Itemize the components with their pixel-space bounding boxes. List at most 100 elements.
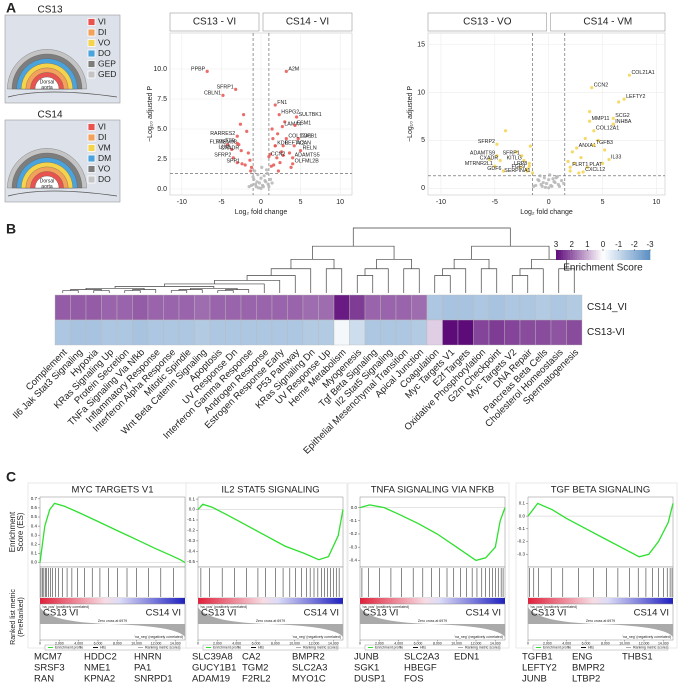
heatmap-cell xyxy=(488,294,505,321)
heatmap-cell xyxy=(302,294,319,321)
data-point xyxy=(611,122,615,126)
heatmap-cell xyxy=(194,294,211,321)
data-point xyxy=(531,184,536,188)
ranked-metric xyxy=(40,607,185,637)
legend-swatch xyxy=(87,175,96,184)
gene-label: RAN xyxy=(34,674,54,685)
colorbar-step xyxy=(591,250,594,260)
point-label: OLFML2B xyxy=(295,159,320,165)
dendrogram-branch xyxy=(364,268,389,293)
data-point xyxy=(541,180,545,185)
data-point xyxy=(281,144,285,148)
data-point xyxy=(276,169,281,173)
heatmap-cell xyxy=(349,294,366,321)
data-point xyxy=(547,178,551,182)
data-point xyxy=(253,169,257,173)
heatmap-cell xyxy=(550,319,567,346)
enrichment-curve xyxy=(359,504,506,562)
point-label: MTRNR2L1 xyxy=(465,161,493,167)
dendrogram-branch xyxy=(356,275,374,293)
colorbar-step xyxy=(558,250,561,260)
y-tick-label: -0.3 xyxy=(187,538,195,543)
gene-label: MYO1C xyxy=(292,674,326,685)
gene-label: SRSF3 xyxy=(34,663,65,674)
point-label: TGFB1 xyxy=(300,134,317,140)
colorbar-step xyxy=(598,250,601,260)
legend-swatch xyxy=(87,133,96,142)
data-point xyxy=(554,176,558,180)
x-tick-label: 2,000 xyxy=(543,641,552,645)
data-point xyxy=(255,180,259,184)
point-label: PPBP xyxy=(191,66,206,72)
x-tick-label: 8,000 xyxy=(271,641,280,645)
legend-swatch xyxy=(87,60,96,68)
data-point xyxy=(575,146,579,150)
x-tick-label: 8,000 xyxy=(433,641,442,645)
legend-swatch xyxy=(87,154,96,163)
annotation: Zero cross at 6979 xyxy=(98,619,127,623)
y-tick-label: -0.1 xyxy=(517,526,525,531)
ranked-area xyxy=(527,603,674,641)
colorbar-title: Enrichment Score xyxy=(563,263,643,274)
data-point xyxy=(495,154,499,158)
legend-label: Hits xyxy=(588,646,594,650)
data-point xyxy=(585,165,590,169)
point-label: FN1 xyxy=(277,100,287,106)
y-tick-label: 5 xyxy=(421,137,425,144)
heatmap-cell xyxy=(473,294,490,321)
enrichment-curve xyxy=(197,503,344,561)
legend-label: Hits xyxy=(258,646,264,650)
data-point xyxy=(291,162,295,166)
ranked-metric xyxy=(528,607,673,637)
gene-label: BMPR2 xyxy=(292,652,325,663)
annotation: 'na_pos' (positively correlated) xyxy=(362,605,409,609)
heatmap-cell xyxy=(70,319,87,346)
data-point xyxy=(572,161,577,165)
data-point xyxy=(245,129,249,133)
heatmap-cell xyxy=(395,319,412,346)
data-point xyxy=(493,164,497,168)
point-label: FGF9 xyxy=(512,164,526,170)
y-tick-label: 0.3 xyxy=(31,532,38,537)
data-point xyxy=(226,143,230,147)
point-label: CXADR xyxy=(221,146,240,152)
legend-label: DO xyxy=(98,48,111,58)
data-point xyxy=(295,115,299,119)
diagram-core xyxy=(34,175,60,189)
gene-label: LEFTY2 xyxy=(522,663,557,674)
legend-label: DI xyxy=(98,27,107,37)
heatmap-cell xyxy=(240,319,257,346)
data-point xyxy=(251,175,255,179)
data-point xyxy=(268,152,273,156)
colorbar-tick-label: 2 xyxy=(569,240,574,249)
legend-label: GEP xyxy=(98,58,116,68)
data-point xyxy=(298,149,303,153)
x-tick-label: 0 xyxy=(527,641,529,645)
heatmap-cell xyxy=(318,294,335,321)
data-point xyxy=(501,169,506,173)
group-label: CS13 - VO xyxy=(463,17,512,28)
colorbar-step xyxy=(617,250,620,260)
data-point xyxy=(262,174,266,178)
colorbar-step xyxy=(614,250,618,260)
heatmap-cell xyxy=(209,319,226,346)
data-point xyxy=(550,184,554,188)
gene-label: ADAM19 xyxy=(192,674,230,685)
legend-label: DO xyxy=(98,174,111,184)
x-tick-label: 12,000 xyxy=(471,641,482,645)
annotation: 'na_pos' (positively correlated) xyxy=(42,605,89,609)
group-header xyxy=(169,12,260,32)
gene-label: TGFB1 xyxy=(522,652,553,663)
data-point xyxy=(548,173,552,177)
data-point xyxy=(528,144,532,148)
gsea-title: MYC TARGETS V1 xyxy=(72,485,154,496)
dendrogram-branch xyxy=(352,227,511,247)
colorbar-step xyxy=(595,250,599,260)
heatmap-cell xyxy=(271,294,288,321)
heatmap-cell xyxy=(442,294,459,321)
data-point xyxy=(221,93,225,97)
row-label: CS14_VI xyxy=(587,302,627,313)
diagram-core xyxy=(34,76,60,90)
group-label: CS14 VI xyxy=(466,608,501,619)
